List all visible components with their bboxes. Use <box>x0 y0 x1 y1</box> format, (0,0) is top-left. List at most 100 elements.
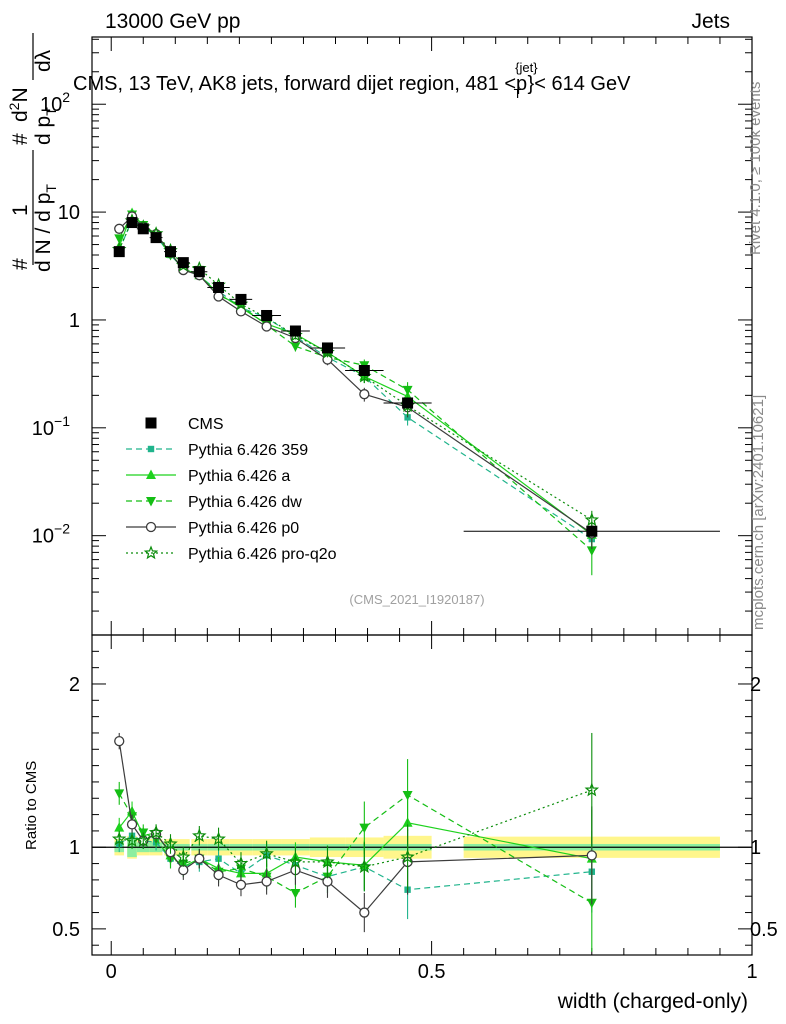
point-cms <box>164 246 176 258</box>
point-pp0 <box>213 291 224 302</box>
series-cms <box>113 217 720 537</box>
ratio-line-pp0 <box>118 741 592 914</box>
ratio-ytick-label-right: 0.5 <box>750 919 778 941</box>
ratio-point-pq2o <box>400 849 415 864</box>
point-cms <box>586 525 598 537</box>
point-pdw <box>114 234 125 244</box>
legend-item-pp0: Pythia 6.426 p0 <box>126 520 299 537</box>
ratio-ytick-label: 0.5 <box>52 919 80 941</box>
legend-label: Pythia 6.426 359 <box>188 442 308 459</box>
ratio-point-pp0 <box>126 819 138 830</box>
ylabel-hash: # <box>9 258 32 270</box>
ylabel-numerator-c: dλ <box>32 49 55 72</box>
point-pdw <box>586 546 597 556</box>
ratio-point-pq2o <box>584 782 600 797</box>
legend-marker-pp0 <box>145 521 157 533</box>
point-cms <box>261 309 273 321</box>
ratio-bands <box>92 835 752 859</box>
ratio-point-pp0 <box>114 735 125 747</box>
ratio-line-pdw <box>118 793 593 904</box>
point-pq2o <box>584 512 600 527</box>
series-line-pp0 <box>118 215 593 534</box>
series-line-pa <box>118 211 593 536</box>
legend-item-pq2o: Pythia 6.426 pro-q2o <box>126 545 337 563</box>
main-ytick-label: 10−1 <box>32 413 70 440</box>
header-left: 13000 GeV pp <box>105 10 240 33</box>
point-cms <box>402 397 414 409</box>
plot-title-p: p <box>516 73 527 95</box>
legend-item-pdw: Pythia 6.426 dw <box>126 494 302 511</box>
ratio-point-pq2o <box>357 859 372 874</box>
legend-marker-pq2o <box>143 545 159 560</box>
ratio-ytick-label: 1 <box>69 837 80 859</box>
main-ytick-label: 10 <box>58 202 80 224</box>
ratio-point-pdw <box>359 823 370 834</box>
legend-label: Pythia 6.426 p0 <box>188 520 299 537</box>
ratio-ytick-label-right: 2 <box>750 674 761 696</box>
point-cms <box>289 325 301 337</box>
main-ylabel: # 1 d N / d pT # d2N d pT dλ <box>6 33 59 272</box>
ratio-point-pp0 <box>194 853 205 864</box>
legend-marker-p359 <box>147 445 155 453</box>
point-cms <box>235 293 247 305</box>
point-pdw <box>402 385 413 396</box>
legend-marker-cms <box>145 417 157 429</box>
ratio-ytick-label-right: 1 <box>750 837 761 859</box>
legend-item-p359: Pythia 6.426 359 <box>126 442 308 459</box>
legend-label: CMS <box>188 416 224 433</box>
legend-item-cms: CMS <box>145 416 224 433</box>
ylabel-numerator-b: d pT <box>32 107 59 145</box>
ratio-ytick-label: 2 <box>69 674 80 696</box>
ratio-point-pq2o <box>259 846 274 860</box>
ratio-series-pp0 <box>114 732 597 933</box>
legend-label: Pythia 6.426 dw <box>188 494 302 511</box>
ratio-point-pq2o <box>211 831 226 846</box>
ratio-series-pq2o <box>111 732 600 892</box>
point-pp0 <box>359 389 370 400</box>
plot-title: CMS, 13 TeV, AK8 jets, forward dijet reg… <box>73 60 631 101</box>
ratio-point-pp0 <box>586 850 597 861</box>
ratio-point-pq2o <box>136 833 151 847</box>
legend-marker-pa <box>146 469 156 479</box>
point-cms <box>321 342 333 354</box>
point-cms <box>358 364 370 376</box>
ratio-point-pq2o <box>148 825 164 839</box>
ratio-point-pdw <box>402 791 413 801</box>
main-ytick-label: 102 <box>40 89 70 116</box>
mcplots-credit: mcplots.cern.ch [arXiv:2401.10621] <box>750 395 767 630</box>
ratio-series <box>111 732 600 952</box>
ratio-point-pq2o <box>192 828 207 843</box>
main-series <box>111 207 720 576</box>
point-cms <box>137 223 149 235</box>
ylabel-one: 1 <box>9 204 32 216</box>
xtick-label: 0 <box>106 961 117 983</box>
legend-label: Pythia 6.426 a <box>188 468 290 485</box>
ratio-point-pp0 <box>235 879 247 890</box>
ratio-point-pq2o <box>233 855 249 870</box>
ratio-point-pdw <box>114 789 125 799</box>
legend-label: Pythia 6.426 pro-q2o <box>188 546 337 563</box>
series-line-p359 <box>118 218 593 540</box>
xtick-label: 0.5 <box>418 961 446 983</box>
header-right: Jets <box>691 10 730 33</box>
main-ytick-label: 1 <box>69 310 80 332</box>
plot-title-main: CMS, 13 TeV, AK8 jets, forward dijet reg… <box>73 73 516 95</box>
ratio-point-pp0 <box>322 876 333 887</box>
ratio-axis-ticks: 0.5 0.5 1 1 2 2 0 0.5 1 <box>52 635 778 983</box>
ratio-point-pp0 <box>213 869 224 881</box>
ratio-point-pq2o <box>163 836 178 851</box>
ylabel-denominator: d N / d pT <box>32 184 59 272</box>
xlabel: width (charged-only) <box>557 990 748 1013</box>
xtick-label: 1 <box>746 961 757 983</box>
legend-marker-pdw <box>146 497 156 507</box>
ylabel-numerator: d2N <box>6 87 32 122</box>
legend-item-pa: Pythia 6.426 a <box>126 468 290 485</box>
ratio-point-pp0 <box>261 876 272 887</box>
ratio-point-pa <box>114 822 125 832</box>
ratio-point-pq2o <box>320 854 335 869</box>
legend: CMS Pythia 6.426 359 Pythia 6.426 a Pythia … <box>126 416 337 563</box>
analysis-ref: (CMS_2021_I1920187) <box>349 592 484 607</box>
plot-title-end: }< 614 GeV <box>528 73 632 95</box>
point-cms <box>193 266 205 278</box>
